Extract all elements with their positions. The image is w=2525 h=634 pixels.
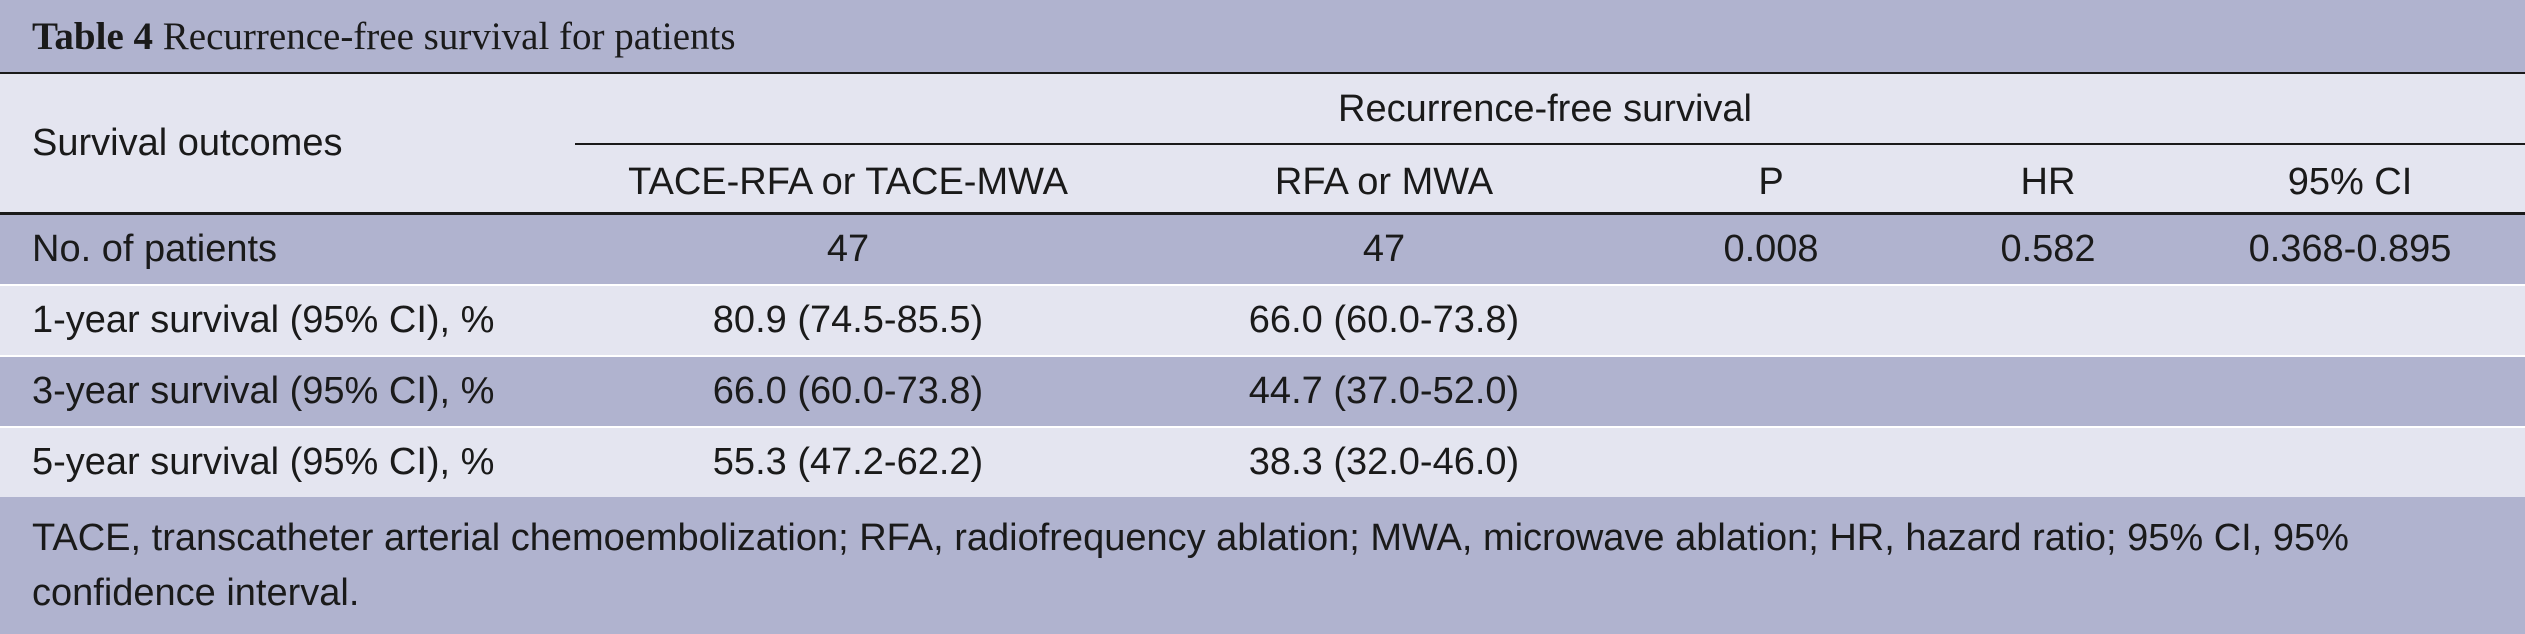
table-number: Table 4 — [32, 15, 154, 58]
cell-combined: 66.0 (60.0-73.8) — [712, 370, 984, 412]
cell-combined: 80.9 (74.5-85.5) — [712, 299, 984, 341]
header-col-hr: HR — [2020, 161, 2076, 203]
cell-hr: 0.582 — [2000, 228, 2096, 270]
header-group-label: Recurrence-free survival — [1338, 88, 1752, 130]
table-title: Recurrence-free survival for patients — [162, 15, 736, 58]
table-header: Survival outcomes Recurrence-free surviv… — [0, 74, 2525, 215]
row-label: No. of patients — [32, 228, 278, 270]
table-row: 1-year survival (95% CI), % 80.9 (74.5-8… — [0, 286, 2525, 357]
row-label: 3-year survival (95% CI), % — [32, 370, 495, 412]
cell-monotherapy: 44.7 (37.0-52.0) — [1248, 370, 1520, 412]
table-row: No. of patients 47 47 0.008 0.582 0.368-… — [0, 215, 2525, 286]
table-footnote: TACE, transcatheter arterial chemoemboli… — [0, 497, 2525, 634]
table-row: 3-year survival (95% CI), % 66.0 (60.0-7… — [0, 357, 2525, 428]
header-col-ci: 95% CI — [2287, 161, 2413, 203]
cell-p: 0.008 — [1723, 228, 1819, 270]
header-first-col: Survival outcomes — [32, 122, 343, 164]
cell-combined: 55.3 (47.2-62.2) — [712, 441, 984, 483]
cell-ci: 0.368-0.895 — [2248, 228, 2452, 270]
header-group-rule — [575, 143, 2525, 145]
cell-monotherapy: 66.0 (60.0-73.8) — [1248, 299, 1520, 341]
header-col-combined: TACE-RFA or TACE-MWA — [628, 161, 1068, 203]
header-col-monotherapy: RFA or MWA — [1274, 161, 1494, 203]
row-label: 1-year survival (95% CI), % — [32, 299, 495, 341]
cell-monotherapy: 38.3 (32.0-46.0) — [1248, 441, 1520, 483]
header-col-p: P — [1758, 161, 1784, 203]
cell-combined: 47 — [826, 228, 870, 270]
cell-monotherapy: 47 — [1362, 228, 1406, 270]
table-row: 5-year survival (95% CI), % 55.3 (47.2-6… — [0, 428, 2525, 497]
table-caption: Table 4 Recurrence-free survival for pat… — [0, 0, 2525, 74]
row-label: 5-year survival (95% CI), % — [32, 441, 495, 483]
